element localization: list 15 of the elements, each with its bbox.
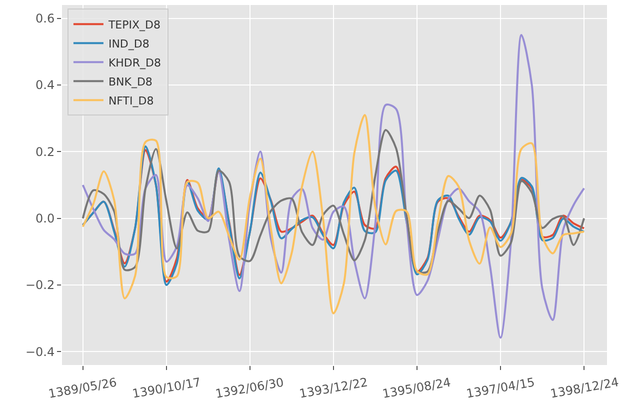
y-tick-label: 0.2	[36, 144, 55, 159]
y-tick-label: 0.6	[36, 12, 55, 26]
legend-label: BNK_D8	[108, 75, 152, 88]
y-tick-label: 0.4	[36, 78, 55, 92]
line-series	[82, 114, 586, 314]
line-series	[82, 129, 586, 273]
line-series	[82, 34, 586, 339]
y-tick-label: −0.4	[25, 344, 55, 359]
legend-label: TEPIX_D8	[107, 18, 161, 32]
legend-label: KHDR_D8	[108, 56, 162, 70]
x-tick-label: 1392/06/30	[214, 375, 285, 401]
y-tick-label: −0.2	[25, 278, 55, 292]
y-tick-label: 0.0	[36, 212, 55, 226]
legend-label: IND_D8	[108, 37, 150, 50]
legend-label: NFTI_D8	[108, 94, 154, 108]
